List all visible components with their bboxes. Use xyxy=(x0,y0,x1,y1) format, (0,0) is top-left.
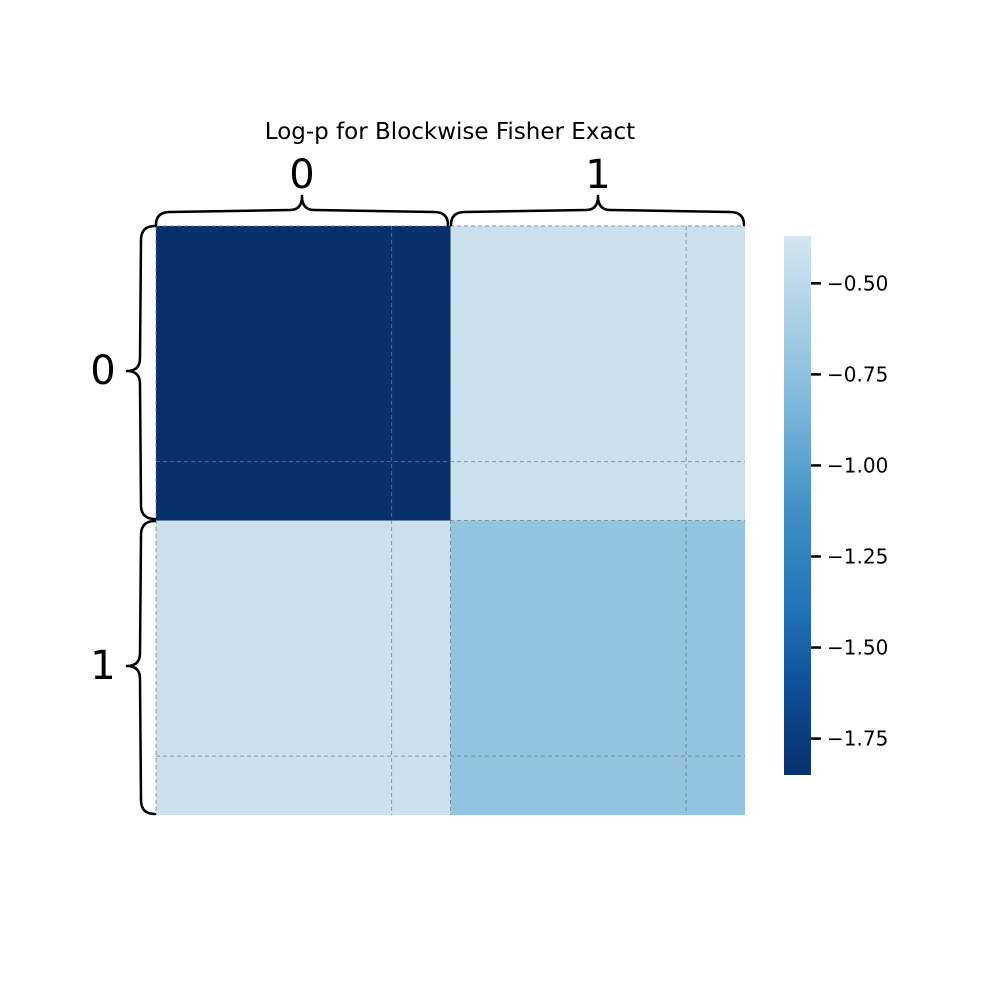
colorbar-ticks: −0.50 −0.75 −1.00 −1.25 −1.50 −1.75 xyxy=(811,271,888,751)
col-brace-1 xyxy=(449,194,746,227)
row-brace-0 xyxy=(125,224,157,521)
row-label-0: 0 xyxy=(90,348,115,394)
row-label-1: 1 xyxy=(90,643,115,689)
colorbar-tick-label-2: −1.00 xyxy=(827,453,888,477)
colorbar-tick-label-1: −0.75 xyxy=(827,362,888,386)
heatmap-cell-0-1 xyxy=(450,226,745,521)
colorbar-tick-label-0: −0.50 xyxy=(827,271,888,295)
chart-title: Log-p for Blockwise Fisher Exact xyxy=(265,119,635,145)
col-label-1: 1 xyxy=(585,152,610,198)
colorbar-tick-label-3: −1.25 xyxy=(827,544,888,568)
row-brace-1 xyxy=(125,519,157,816)
heatmap-cell-1-1 xyxy=(450,520,745,815)
colorbar-tick-label-4: −1.50 xyxy=(827,636,888,660)
colorbar-tick-label-5: −1.75 xyxy=(827,727,888,751)
col-brace-0 xyxy=(154,194,450,227)
heatmap-cell-1-0 xyxy=(156,520,451,815)
heatmap-cell-0-0 xyxy=(156,226,451,521)
col-label-0: 0 xyxy=(289,152,314,198)
heatmap-cells xyxy=(156,226,745,815)
colorbar xyxy=(784,236,811,775)
